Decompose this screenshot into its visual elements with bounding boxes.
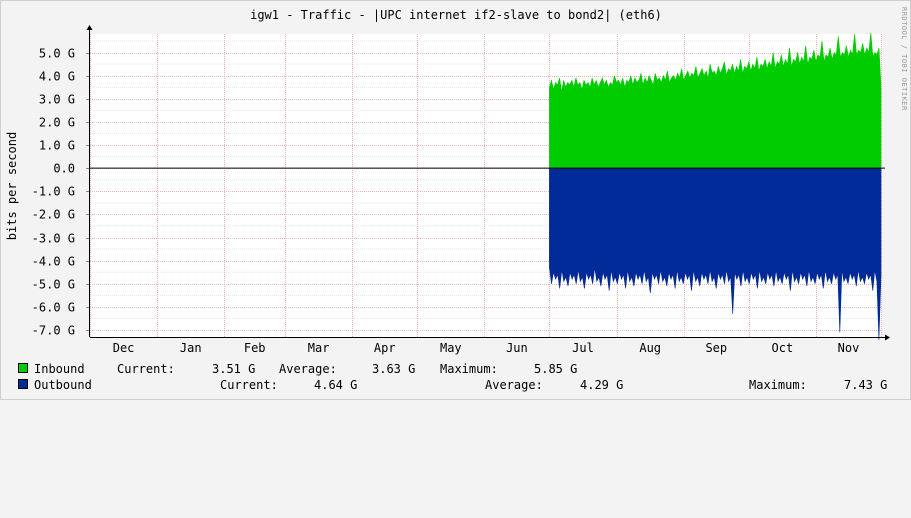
x-tick-label: Mar <box>308 341 330 355</box>
outbound-swatch <box>18 379 28 389</box>
x-tick-label: Jan <box>180 341 202 355</box>
outbound-maximum-value: 7.43 G <box>844 378 888 392</box>
y-tick-label: -7.0 G <box>32 324 75 338</box>
x-tick-label: May <box>440 341 462 355</box>
x-tick-label: Nov <box>838 341 860 355</box>
y-tick-label: -2.0 G <box>32 208 75 222</box>
outbound-area <box>549 167 882 341</box>
outbound-current-value: 4.64 G <box>314 378 358 392</box>
x-tick-label: Dec <box>113 341 135 355</box>
inbound-area <box>549 32 882 169</box>
outbound-maximum-label: Maximum: <box>749 378 807 392</box>
y-axis-arrow <box>86 25 93 30</box>
y-tick-label: 5.0 G <box>39 47 75 61</box>
outbound-average-label: Average: <box>485 378 543 392</box>
chart-container: 5.0 G 4.0 G 3.0 G 2.0 G 1.0 G 0.0 -1.0 G -2.0 G… <box>0 0 911 400</box>
x-tick-label: Apr <box>374 341 396 355</box>
y-tick-label: -1.0 G <box>32 185 75 199</box>
traffic-chart: 5.0 G 4.0 G 3.0 G 2.0 G 1.0 G 0.0 -1.0 G -2.0 G… <box>5 7 908 355</box>
inbound-current-value: 3.51 G <box>212 362 256 376</box>
x-tick-label: Jun <box>506 341 528 355</box>
y-tick-label: -4.0 G <box>32 255 75 269</box>
legend-outbound: Outbound Current: 4.64 G Average: 4.29 G… <box>18 378 887 392</box>
chart-title: igw1 - Traffic - |UPC internet if2-slave… <box>250 8 662 22</box>
rrdtool-watermark: RRDTOOL / TOBI OETIKER <box>900 7 908 111</box>
y-axis-label: bits per second <box>5 132 19 240</box>
legend-inbound: Inbound Current: 3.51 G Average: 3.63 G … <box>18 362 577 376</box>
inbound-maximum-value: 5.85 G <box>534 362 578 376</box>
x-tick-label: Aug <box>639 341 661 355</box>
outbound-average-value: 4.29 G <box>580 378 624 392</box>
y-tick-label: -6.0 G <box>32 301 75 315</box>
inbound-swatch <box>18 363 28 373</box>
outbound-name: Outbound <box>34 378 92 392</box>
inbound-average-value: 3.63 G <box>372 362 416 376</box>
y-tick-label: 3.0 G <box>39 93 75 107</box>
inbound-current-label: Current: <box>117 362 175 376</box>
y-tick-label: -3.0 G <box>32 232 75 246</box>
outbound-current-label: Current: <box>220 378 278 392</box>
y-tick-label: 4.0 G <box>39 70 75 84</box>
y-tick-label: 1.0 G <box>39 139 75 153</box>
x-tick-label: Sep <box>705 341 727 355</box>
x-tick-label: Feb <box>244 341 266 355</box>
x-axis-arrow <box>885 334 890 341</box>
x-tick-label: Oct <box>772 341 794 355</box>
y-tick-label: 0.0 <box>53 162 75 176</box>
y-tick-label: -5.0 G <box>32 278 75 292</box>
inbound-maximum-label: Maximum: <box>440 362 498 376</box>
inbound-average-label: Average: <box>279 362 337 376</box>
y-tick-label: 2.0 G <box>39 116 75 130</box>
inbound-name: Inbound <box>34 362 85 376</box>
x-tick-label: Jul <box>572 341 594 355</box>
